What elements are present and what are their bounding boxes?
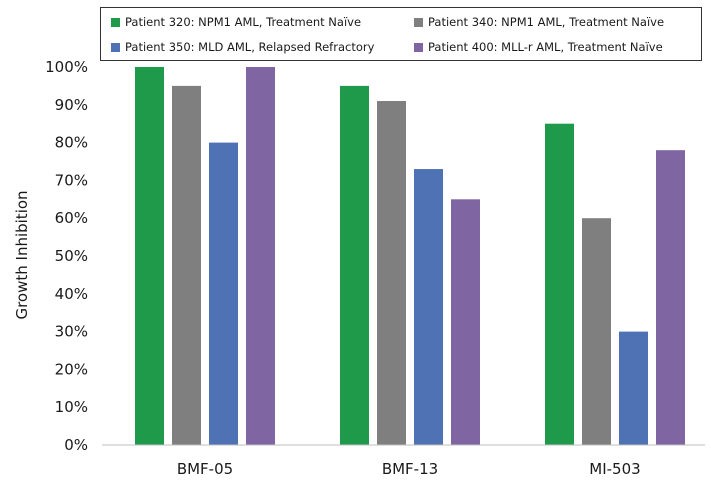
x-tick-labels: BMF-05 BMF-13 MI-503 — [177, 460, 641, 478]
bar — [545, 123, 574, 445]
legend-swatch-patient-340 — [414, 17, 423, 27]
bar — [172, 85, 201, 446]
y-tick-label: 100% — [45, 58, 88, 76]
legend-swatch-patient-400 — [414, 42, 423, 52]
legend-item-patient-400: Patient 400: MLL-r AML, Treatment Naïve — [414, 38, 663, 56]
legend-item-patient-350: Patient 350: MLD AML, Relapsed Refractor… — [111, 38, 374, 56]
bar — [377, 101, 406, 446]
y-tick-label: 40% — [55, 285, 88, 303]
bar — [451, 199, 480, 445]
legend-label-patient-340: Patient 340: NPM1 AML, Treatment Naïve — [428, 15, 665, 29]
y-tick-labels: 0% 10% 20% 30% 40% 50% 60% 70% 80% 90% 100% — [45, 58, 88, 454]
y-tick-label: 20% — [55, 360, 88, 378]
x-tick-label: BMF-13 — [382, 460, 438, 478]
legend-label-patient-350: Patient 350: MLD AML, Relapsed Refractor… — [125, 40, 375, 54]
bar — [340, 85, 369, 446]
y-tick-label: 10% — [55, 398, 88, 416]
legend-item-patient-340: Patient 340: NPM1 AML, Treatment Naïve — [414, 13, 664, 31]
y-tick-label: 50% — [55, 247, 88, 265]
bar — [656, 150, 685, 445]
y-tick-label: 80% — [55, 134, 88, 152]
x-tick-label: MI-503 — [589, 460, 640, 478]
bar — [414, 169, 443, 445]
legend-swatch-patient-320 — [111, 17, 120, 27]
legend-label-patient-400: Patient 400: MLL-r AML, Treatment Naïve — [428, 40, 663, 54]
bar — [582, 218, 611, 445]
bar — [135, 67, 164, 445]
legend: Patient 320: NPM1 AML, Treatment Naïve P… — [100, 7, 702, 61]
y-tick-label: 0% — [64, 436, 88, 454]
bars — [135, 67, 685, 446]
bar — [246, 67, 275, 445]
legend-swatch-patient-350 — [111, 42, 120, 52]
y-tick-label: 90% — [55, 96, 88, 114]
bar — [619, 331, 648, 445]
bar — [209, 142, 238, 445]
y-tick-label: 60% — [55, 209, 88, 227]
y-tick-label: 30% — [55, 323, 88, 341]
y-tick-label: 70% — [55, 171, 88, 189]
x-tick-label: BMF-05 — [177, 460, 233, 478]
legend-label-patient-320: Patient 320: NPM1 AML, Treatment Naïve — [125, 15, 362, 29]
legend-item-patient-320: Patient 320: NPM1 AML, Treatment Naïve — [111, 13, 361, 31]
